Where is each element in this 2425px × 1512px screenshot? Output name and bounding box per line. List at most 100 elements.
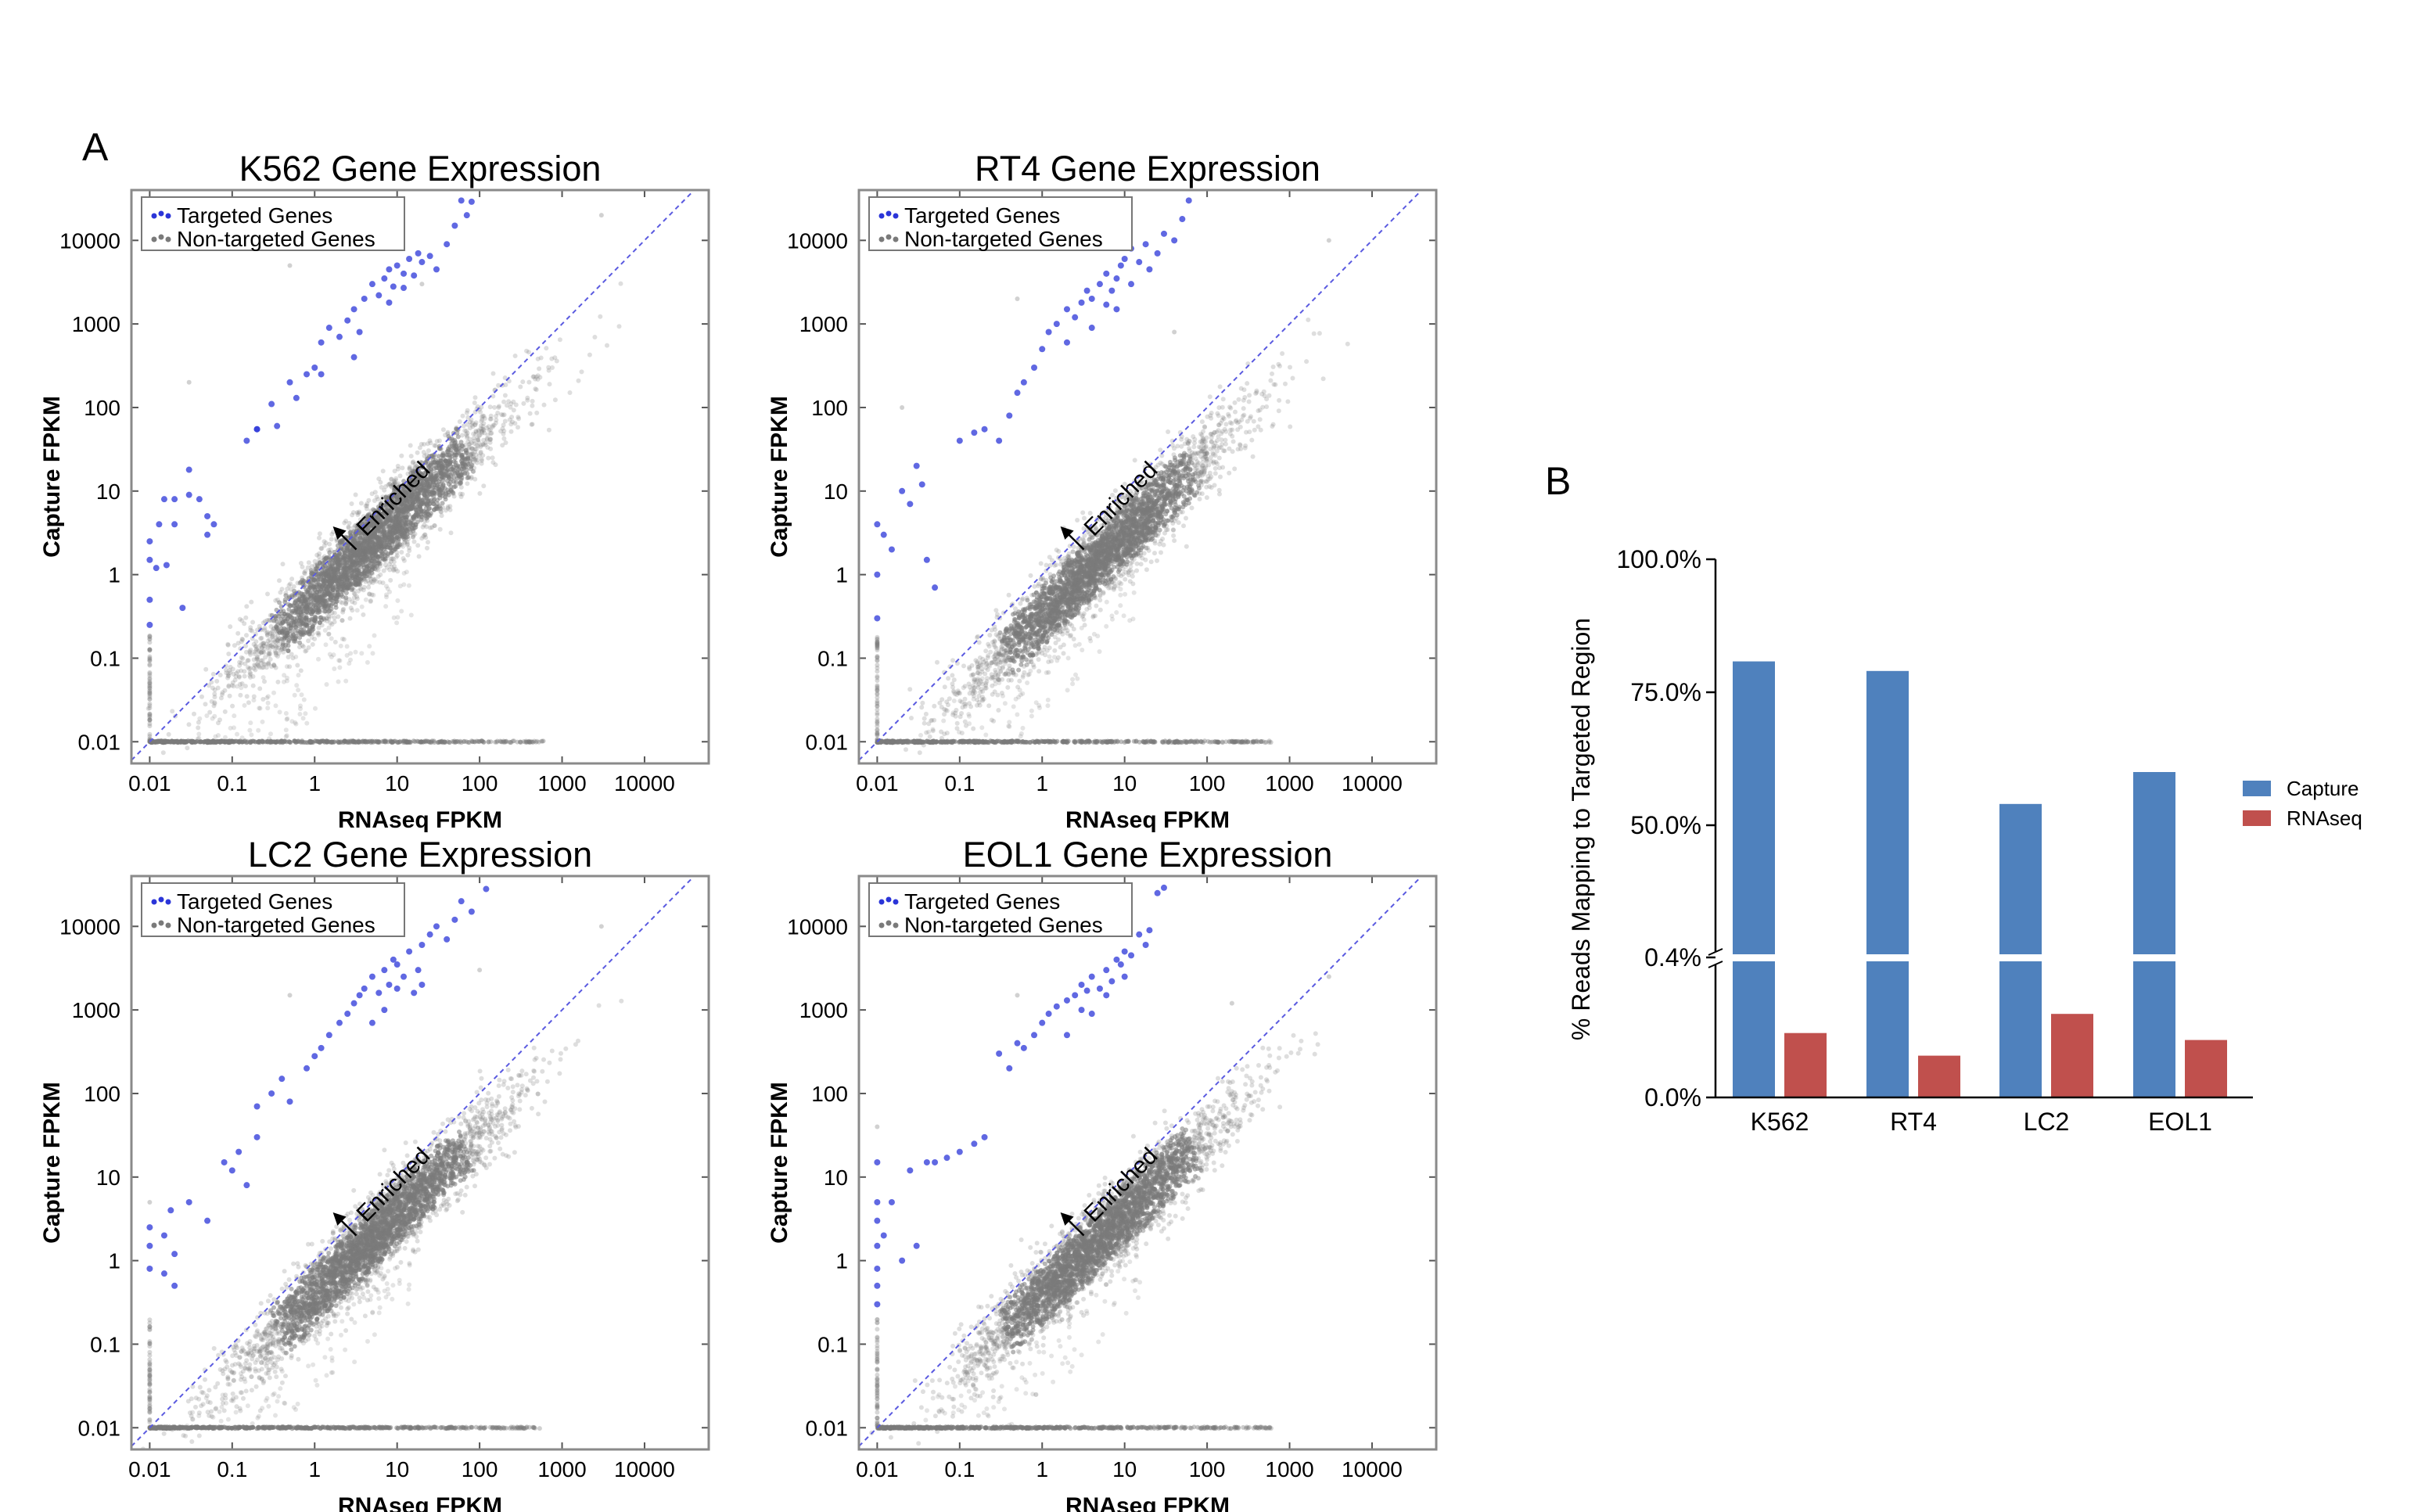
non-targeted-gene-point bbox=[318, 546, 324, 551]
non-targeted-floor-point bbox=[383, 739, 388, 745]
targeted-gene-point bbox=[171, 521, 178, 528]
non-targeted-gene-point bbox=[1043, 652, 1048, 658]
legend-targeted-label: Targeted Genes bbox=[177, 203, 332, 228]
non-targeted-gene-point bbox=[616, 324, 622, 329]
non-targeted-gene-point bbox=[239, 668, 244, 673]
non-targeted-gene-point bbox=[329, 613, 334, 619]
non-targeted-gene-point bbox=[458, 440, 464, 445]
non-targeted-gene-point bbox=[459, 472, 465, 477]
non-targeted-gene-point bbox=[251, 641, 257, 647]
non-targeted-gene-point bbox=[372, 532, 377, 537]
non-targeted-gene-point bbox=[529, 422, 534, 427]
non-targeted-floor-point bbox=[427, 739, 433, 745]
non-targeted-gene-point bbox=[426, 471, 431, 476]
non-targeted-gene-point bbox=[961, 663, 966, 669]
non-targeted-gene-point bbox=[576, 378, 581, 383]
non-targeted-gene-point bbox=[451, 475, 457, 480]
non-targeted-gene-point bbox=[316, 607, 322, 612]
non-targeted-gene-point bbox=[224, 667, 228, 673]
non-targeted-gene-point bbox=[979, 695, 985, 699]
non-targeted-gene-point bbox=[436, 465, 442, 471]
non-targeted-gene-point bbox=[472, 449, 478, 454]
non-targeted-gene-point bbox=[951, 688, 957, 694]
non-targeted-strip-point bbox=[147, 690, 153, 695]
non-targeted-gene-point bbox=[336, 582, 341, 587]
non-targeted-gene-point bbox=[404, 539, 410, 544]
non-targeted-gene-point bbox=[378, 479, 383, 485]
non-targeted-gene-point bbox=[342, 580, 347, 585]
non-targeted-strip-point bbox=[147, 647, 153, 652]
non-targeted-gene-point bbox=[314, 562, 320, 567]
non-targeted-gene-point bbox=[304, 720, 310, 726]
targeted-gene-point bbox=[426, 253, 433, 260]
non-targeted-gene-point bbox=[262, 626, 268, 631]
non-targeted-floor-point bbox=[488, 739, 494, 745]
non-targeted-gene-point bbox=[409, 525, 415, 530]
targeted-gene-point bbox=[444, 241, 451, 248]
non-targeted-floor-point bbox=[269, 739, 275, 745]
non-targeted-gene-point bbox=[1114, 495, 1119, 501]
non-targeted-floor-point bbox=[404, 739, 409, 744]
non-targeted-floor-point bbox=[421, 739, 426, 745]
x-tick-label: 1000 bbox=[537, 771, 586, 796]
non-targeted-gene-point bbox=[986, 644, 992, 649]
non-targeted-gene-point bbox=[253, 667, 258, 673]
non-targeted-gene-point bbox=[377, 580, 383, 585]
non-targeted-gene-point bbox=[393, 514, 398, 519]
non-targeted-floor-point bbox=[236, 739, 242, 745]
non-targeted-gene-point bbox=[486, 455, 491, 461]
non-targeted-gene-point bbox=[275, 637, 281, 642]
non-targeted-gene-point bbox=[275, 597, 280, 602]
non-targeted-gene-point bbox=[396, 511, 401, 516]
non-targeted-gene-point bbox=[428, 466, 433, 472]
non-targeted-gene-point bbox=[484, 436, 490, 442]
non-targeted-gene-point bbox=[411, 533, 416, 538]
non-targeted-gene-point bbox=[474, 443, 480, 448]
non-targeted-floor-point bbox=[242, 738, 248, 744]
x-axis-label: RNAseq FPKM bbox=[1065, 807, 1230, 833]
non-targeted-gene-point bbox=[401, 502, 407, 508]
non-targeted-gene-point bbox=[413, 508, 419, 512]
non-targeted-floor-point bbox=[403, 740, 408, 745]
non-targeted-gene-point bbox=[279, 587, 285, 592]
non-targeted-floor-point bbox=[458, 738, 463, 744]
non-targeted-gene-point bbox=[246, 665, 250, 670]
non-targeted-gene-point bbox=[422, 453, 427, 458]
non-targeted-gene-point bbox=[413, 462, 419, 467]
non-targeted-floor-point bbox=[529, 739, 534, 745]
non-targeted-gene-point bbox=[444, 508, 448, 513]
non-targeted-gene-point bbox=[439, 513, 444, 519]
non-targeted-gene-point bbox=[316, 554, 322, 559]
non-targeted-gene-point bbox=[1136, 483, 1141, 488]
non-targeted-gene-point bbox=[225, 673, 231, 679]
non-targeted-gene-point bbox=[336, 658, 342, 663]
non-targeted-gene-point bbox=[271, 618, 277, 623]
non-targeted-gene-point bbox=[215, 685, 221, 691]
non-targeted-gene-point bbox=[314, 552, 320, 558]
non-targeted-gene-point bbox=[212, 701, 217, 706]
targeted-gene-point bbox=[185, 491, 192, 498]
non-targeted-gene-point bbox=[991, 659, 997, 665]
non-targeted-gene-point bbox=[1144, 567, 1149, 573]
non-targeted-gene-point bbox=[391, 615, 397, 620]
non-targeted-gene-point bbox=[160, 750, 166, 756]
non-targeted-gene-point bbox=[252, 652, 257, 656]
non-targeted-gene-point bbox=[533, 376, 538, 382]
non-targeted-gene-point bbox=[312, 613, 317, 618]
non-targeted-strip-point bbox=[147, 673, 153, 678]
non-targeted-gene-point bbox=[262, 646, 268, 652]
non-targeted-gene-point bbox=[248, 720, 253, 726]
non-targeted-gene-point bbox=[231, 684, 236, 689]
non-targeted-gene-point bbox=[270, 644, 275, 649]
non-targeted-gene-point bbox=[436, 454, 441, 459]
non-targeted-gene-point bbox=[422, 532, 428, 537]
non-targeted-gene-point bbox=[435, 501, 440, 506]
non-targeted-gene-point bbox=[466, 444, 472, 450]
targeted-gene-point bbox=[463, 212, 470, 219]
targeted-gene-point bbox=[344, 317, 351, 324]
non-targeted-gene-point bbox=[932, 703, 937, 709]
non-targeted-gene-point bbox=[458, 494, 464, 499]
non-targeted-gene-point bbox=[480, 453, 486, 458]
non-targeted-gene-point bbox=[513, 402, 519, 408]
non-targeted-gene-point bbox=[479, 458, 484, 463]
